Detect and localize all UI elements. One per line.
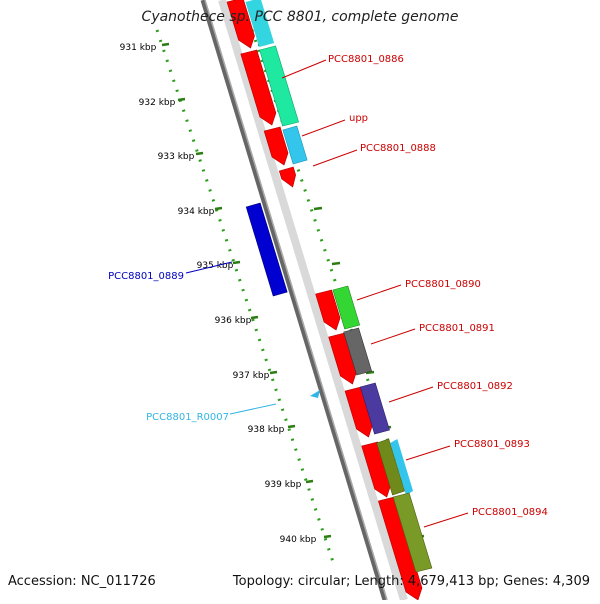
gene-label-pcc8801_0893: PCC8801_0893 [454,439,530,450]
gene-arrow-pcc8801_0894 [377,496,423,601]
gene-arrow-0885 [226,0,255,49]
kbp-tick-label: 933 kbp [158,152,195,162]
gene-label-pcc8801_r0007: PCC8801_R0007 [146,412,229,423]
gene-cog-bar [359,382,390,435]
gene-label-leader [229,403,277,415]
genome-backbone [200,0,388,601]
kbp-major-tick-left [250,315,259,320]
kbp-tick-label: 940 kbp [280,535,317,545]
gene-arrow-upp [263,126,289,166]
kbp-tick-label: 937 kbp [233,371,270,381]
genome-title: Cyanothece sp. PCC 8801, complete genome [141,9,459,25]
gene-arrow-pcc8801_0893 [361,441,392,498]
kbp-tick-label: 936 kbp [215,316,252,326]
kbp-major-tick-left [177,97,186,102]
gene-arrow-pcc8801_0886 [240,49,277,126]
gene-arrow-pcc8801_0889 [245,202,288,297]
gene-label-leader [312,149,358,167]
gene-label-pcc8801_0888: PCC8801_0888 [360,143,436,154]
kbp-major-tick-left [232,260,241,265]
gene-label-leader [185,261,233,274]
kbp-tick-ladder-left [155,29,337,569]
gene-cog-bar [376,438,405,496]
gene-cog-bar [343,327,373,376]
gene-arrow-pcc8801_0890 [315,289,341,331]
gene-label-leader [405,445,451,461]
kbp-tick-label: 939 kbp [265,480,302,490]
kbp-major-tick-left [214,206,223,211]
accession-label: Accession: NC_011726 [8,574,156,589]
gene-label-upp: upp [349,113,368,124]
kbp-major-tick-left [269,370,278,375]
kbp-major-tick-right [365,370,375,375]
gene-cog-bar [392,492,433,573]
kbp-major-tick-left [195,151,204,156]
kbp-major-tick-right [331,261,341,266]
gene-label-pcc8801_0886: PCC8801_0886 [328,54,404,65]
gene-label-leader [281,59,327,79]
gene-label-pcc8801_0894: PCC8801_0894 [472,507,548,518]
kbp-tick-label: 938 kbp [248,425,285,435]
gene-cog-bar-secondary [390,439,414,495]
gene-label-pcc8801_0892: PCC8801_0892 [437,381,513,392]
gene-arrow-pcc8801_0891 [328,332,357,385]
genome-summary: Topology: circular; Length: 4,679,413 bp… [232,574,590,589]
rna-marker-pcc8801_r0007 [310,390,320,398]
kbp-major-tick-left [287,424,296,429]
kbp-major-tick-left [323,534,332,539]
gene-label-leader [388,386,434,403]
gene-cog-bar [259,45,299,127]
gene-cog-bar [332,285,361,330]
kbp-tick-label: 931 kbp [120,43,157,53]
gene-label-leader [301,119,346,137]
gene-label-pcc8801_0891: PCC8801_0891 [419,323,495,334]
kbp-tick-label: 934 kbp [178,207,215,217]
gene-label-leader [423,512,469,528]
gene-arrow-pcc8801_0892 [344,386,373,438]
kbp-major-tick-left [161,42,170,47]
kbp-major-tick-left [305,479,314,484]
kbp-major-tick-right [313,206,323,211]
gene-arrow-pcc8801_0888 [278,166,297,188]
kbp-tick-label: 932 kbp [139,98,176,108]
gene-label-pcc8801_0889: PCC8801_0889 [108,271,184,282]
track-lane-shade [218,0,408,602]
gene-cog-bar [245,0,275,47]
gene-cog-bar [282,125,308,165]
gene-label-leader [370,328,416,345]
gene-label-pcc8801_0890: PCC8801_0890 [405,279,481,290]
genome-backbone-highlight [204,0,388,601]
gene-label-leader [356,284,402,301]
